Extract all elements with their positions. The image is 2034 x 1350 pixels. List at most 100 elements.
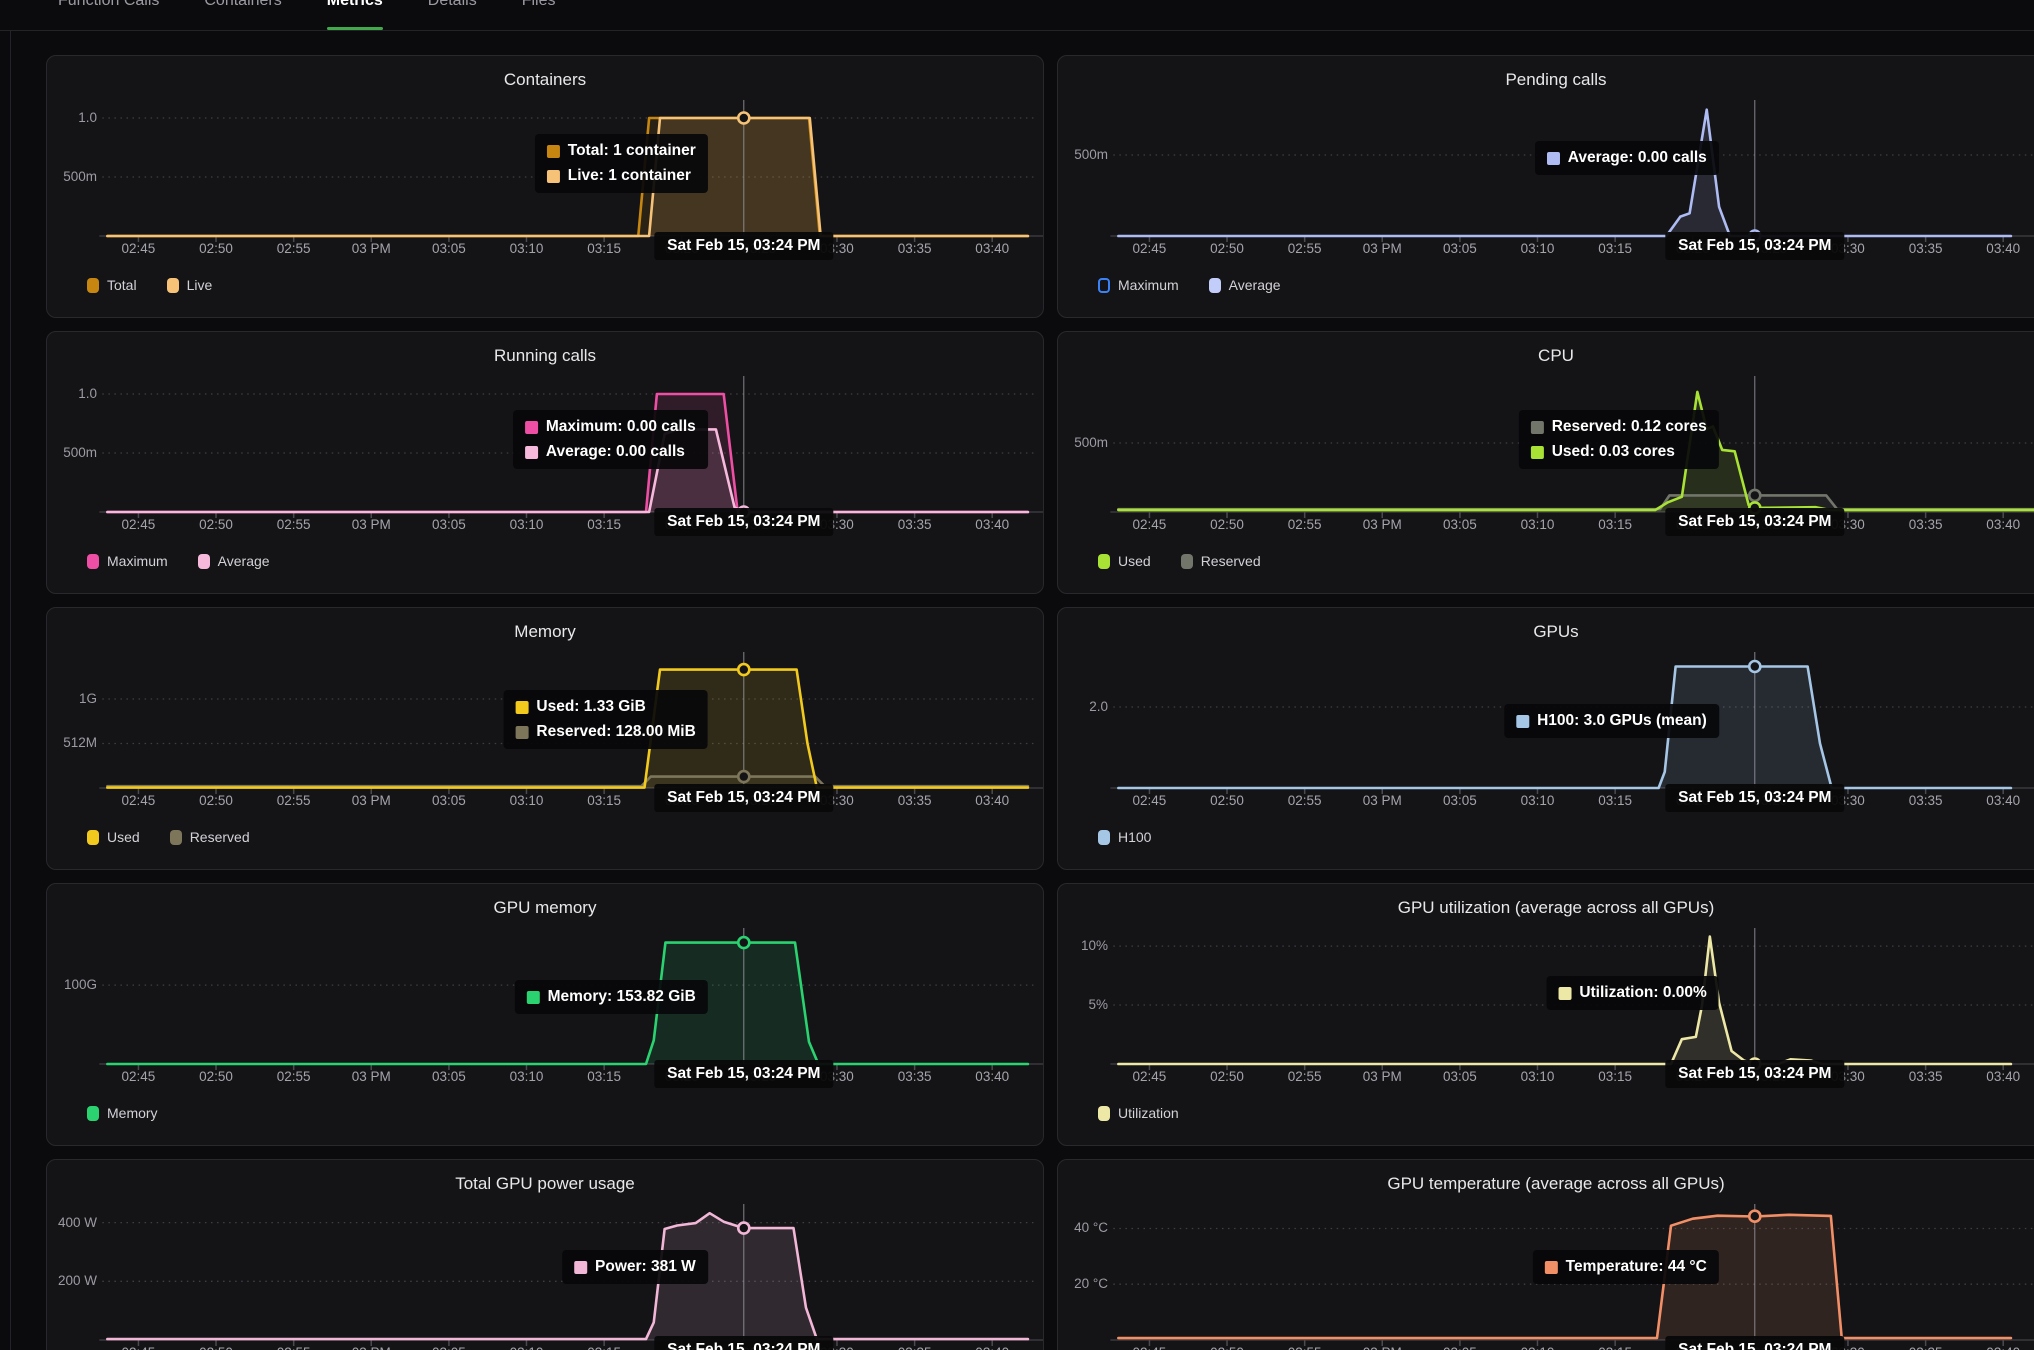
x-axis-label: 02:55 bbox=[1287, 517, 1322, 532]
x-axis-label: 03:30 bbox=[820, 1345, 854, 1350]
series-swatch-icon bbox=[546, 144, 560, 158]
legend-swatch-icon bbox=[87, 553, 99, 569]
legend-swatch-icon bbox=[1098, 277, 1110, 293]
legend-swatch-icon bbox=[197, 553, 210, 569]
x-axis-label: 03:15 bbox=[1598, 241, 1633, 256]
chart-legend-cpu: Used Reserved bbox=[1098, 553, 1261, 569]
x-axis-label: 03:15 bbox=[587, 793, 622, 808]
x-axis-label: 03:35 bbox=[1908, 517, 1943, 532]
x-axis-label: 03:15 bbox=[587, 1345, 621, 1350]
chart-plot-area-gpu-power[interactable] bbox=[47, 1196, 1043, 1346]
legend-item-maximum[interactable]: Maximum bbox=[87, 553, 168, 569]
legend-item-total[interactable]: Total bbox=[87, 277, 137, 293]
tooltip-value: Used: 1.33 GiB bbox=[536, 698, 646, 715]
x-axis-label: 03:10 bbox=[509, 241, 544, 256]
chart-panel-gpu-temperature: GPU temperature (average across all GPUs… bbox=[1057, 1159, 2034, 1350]
x-axis-label: 02:50 bbox=[199, 1345, 233, 1350]
legend-swatch-icon bbox=[1180, 553, 1193, 569]
x-axis-label: 02:50 bbox=[1210, 1345, 1244, 1350]
series-swatch-icon bbox=[1546, 151, 1560, 165]
chart-title-gpu-utilization: GPU utilization (average across all GPUs… bbox=[1397, 898, 1715, 917]
x-axis-label: 02:45 bbox=[122, 1345, 156, 1350]
chart-title-pending-calls: Pending calls bbox=[1505, 70, 1607, 89]
tab-function-calls[interactable]: Function Calls bbox=[58, 0, 160, 9]
legend-swatch-icon bbox=[87, 1105, 99, 1121]
x-axis-label: 02:45 bbox=[1132, 241, 1167, 256]
x-axis-label: 02:45 bbox=[1132, 517, 1167, 532]
legend-item-h100[interactable]: H100 bbox=[1098, 829, 1151, 845]
x-axis-label: 03 PM bbox=[352, 1345, 391, 1350]
y-axis-label: 500m bbox=[1074, 147, 1108, 162]
x-axis-label: 02:45 bbox=[121, 517, 156, 532]
chart-panel-gpus: GPUs 2.0 02:45 02:50 02:55 03 PM 03:05 03:10 03:… bbox=[1057, 607, 2034, 870]
legend-item-used[interactable]: Used bbox=[87, 829, 140, 845]
y-axis-label: 2.0 bbox=[1089, 698, 1108, 714]
hover-tooltip-pending-calls: Average: 0.00 calls bbox=[1534, 141, 1719, 175]
tab-bar: Function Calls Containers Metrics Details Fi… bbox=[0, 0, 2034, 31]
y-axis-label: 500m bbox=[63, 168, 97, 184]
tooltip-row: Temperature: 44 °C bbox=[1544, 1258, 1707, 1276]
x-axis-label: 03:10 bbox=[509, 1069, 544, 1084]
x-axis-label: 03:10 bbox=[1520, 1069, 1555, 1084]
tooltip-value: Utilization: 0.00% bbox=[1579, 984, 1707, 1001]
legend-label: Utilization bbox=[1118, 1105, 1179, 1121]
x-axis-label: 03:10 bbox=[509, 517, 544, 532]
hover-tooltip-memory: Used: 1.33 GiB Reserved: 128.00 MiB bbox=[503, 690, 708, 749]
legend-item-live[interactable]: Live bbox=[166, 277, 212, 293]
crosshair-date-tooltip: Sat Feb 15, 03:24 PM bbox=[1665, 508, 1845, 536]
tooltip-value: Total: 1 container bbox=[567, 142, 696, 159]
legend-label: Average bbox=[217, 553, 270, 569]
tooltip-row: Reserved: 0.12 cores bbox=[1530, 418, 1707, 436]
tooltip-row: Maximum: 0.00 calls bbox=[524, 418, 696, 436]
legend-item-reserved[interactable]: Reserved bbox=[1180, 553, 1261, 569]
tab-details[interactable]: Details bbox=[427, 0, 477, 9]
charts-grid: Containers 1.0 500m 02:45 02:50 02:55 03 PM 03:… bbox=[11, 31, 2034, 1350]
series-swatch-icon bbox=[524, 445, 538, 459]
crosshair-date-tooltip: Sat Feb 15, 03:24 PM bbox=[654, 232, 834, 260]
x-axis-label: 03:15 bbox=[587, 517, 622, 532]
legend-item-memory[interactable]: Memory bbox=[87, 1105, 158, 1121]
series-swatch-icon bbox=[546, 169, 560, 183]
x-axis-label: 03:05 bbox=[431, 241, 466, 256]
x-axis-label: 03:15 bbox=[1598, 1069, 1633, 1084]
legend-label: Reserved bbox=[189, 829, 250, 845]
chart-panel-containers: Containers 1.0 500m 02:45 02:50 02:55 03 PM 03:… bbox=[46, 55, 1044, 318]
chart-plot-area-containers[interactable] bbox=[47, 92, 1043, 242]
tooltip-value: H100: 3.0 GPUs (mean) bbox=[1537, 712, 1707, 729]
x-axis-label: 03 PM bbox=[1362, 517, 1402, 532]
x-axis-label: 02:55 bbox=[276, 241, 311, 256]
x-axis-label: 03:40 bbox=[1986, 517, 2021, 532]
tab-containers[interactable]: Containers bbox=[204, 0, 282, 9]
hover-tooltip-containers: Total: 1 container Live: 1 container bbox=[534, 134, 708, 193]
x-axis-label: 02:45 bbox=[1132, 1069, 1167, 1084]
chart-legend-running-calls: Maximum Average bbox=[87, 553, 270, 569]
legend-label: Maximum bbox=[107, 553, 168, 569]
x-axis-label: 03:35 bbox=[897, 517, 932, 532]
legend-item-average[interactable]: Average bbox=[197, 553, 270, 569]
legend-item-used[interactable]: Used bbox=[1098, 553, 1151, 569]
x-axis-label: 03:15 bbox=[1598, 793, 1633, 808]
x-axis-label: 03:05 bbox=[431, 793, 466, 808]
metrics-content: Containers 1.0 500m 02:45 02:50 02:55 03 PM 03:… bbox=[10, 31, 2034, 1350]
chart-plot-area-gpus[interactable] bbox=[1058, 644, 2034, 794]
x-axis-label: 03:40 bbox=[975, 1069, 1010, 1084]
legend-item-reserved[interactable]: Reserved bbox=[169, 829, 250, 845]
y-axis-label: 200 W bbox=[57, 1273, 97, 1289]
legend-item-utilization[interactable]: Utilization bbox=[1098, 1105, 1179, 1121]
y-axis-label: 5% bbox=[1088, 997, 1108, 1013]
legend-item-average[interactable]: Average bbox=[1208, 277, 1281, 293]
series-swatch-icon bbox=[1530, 420, 1544, 434]
tab-files[interactable]: Files bbox=[521, 0, 556, 9]
x-axis-label: 03:15 bbox=[587, 1069, 622, 1084]
tab-metrics[interactable]: Metrics bbox=[326, 0, 383, 9]
chart-panel-cpu: CPU 500m 02:45 02:50 02:55 03 PM 03:05 03:10 03:… bbox=[1057, 331, 2034, 594]
y-axis-label: 400 W bbox=[57, 1214, 97, 1230]
chart-plot-area-gpu-temperature[interactable] bbox=[1058, 1196, 2034, 1346]
x-axis-label: 02:55 bbox=[1287, 241, 1322, 256]
series-swatch-icon bbox=[526, 990, 540, 1004]
chart-legend-gpu-utilization: Utilization bbox=[1098, 1105, 1179, 1121]
legend-item-maximum[interactable]: Maximum bbox=[1098, 277, 1179, 293]
x-axis-label: 02:55 bbox=[276, 793, 311, 808]
x-axis-label: 02:50 bbox=[1210, 517, 1244, 532]
x-axis-label: 03:10 bbox=[1520, 793, 1555, 808]
